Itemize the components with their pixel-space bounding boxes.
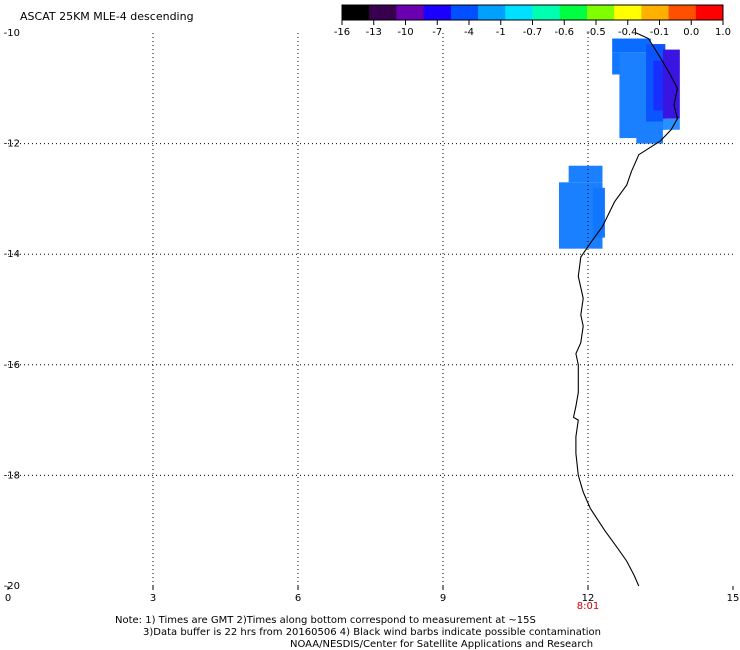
x-axis-tick-label: 3 [150,593,156,604]
colorbar-swatch [695,5,724,20]
colorbar-tick-label: -0.7 [523,27,543,38]
colorbar-tick-label: -7 [432,27,442,38]
figure-title: ASCAT 25KM MLE-4 descending [20,10,194,23]
note-line-1: Note: 1) Times are GMT 2)Times along bot… [115,615,536,626]
colorbar-swatch [614,5,642,20]
colorbar-swatch [478,5,506,20]
colorbar-tick-label: -4 [464,27,474,38]
map-plot: 0 3 6 9 12 15 -10 -12 -14 -16 -18 -20 8:01 [4,28,740,610]
colorbar-tick-label: 0.0 [683,27,699,38]
x-axis-tick-label: 15 [727,593,740,604]
colorbar-swatch [668,5,697,20]
colorbar-tick-label: -0.6 [554,27,574,38]
colorbar-tick-label: -13 [366,27,382,38]
time-label: 8:01 [577,601,599,610]
colorbar-swatch [423,5,452,20]
colorbar-swatch [450,5,479,20]
x-axis-tick-label: 9 [440,593,446,604]
colorbar-swatch [505,5,533,20]
colorbar-tick-label: -0.1 [650,27,670,38]
wind-data-cell [568,165,603,183]
y-axis-tick-label: -18 [4,470,20,481]
wind-data-cell [636,121,663,144]
note-line-3: NOAA/NESDIS/Center for Satellite Applica… [290,639,594,650]
colorbar-swatch [641,5,670,20]
colorbar-swatch [586,5,615,20]
colorbar-tick-label: -0.4 [618,27,638,38]
y-axis-tick-label: -16 [4,360,20,371]
colorbar-tick-label: 1.0 [715,27,731,38]
colorbar-swatch [532,5,561,20]
colorbar-swatch [559,5,588,20]
colorbar-swatch [396,5,425,20]
colorbar-tick-label: -1 [496,27,506,38]
wind-data-cell [592,187,605,238]
coastline [572,32,678,587]
y-axis-tick-label: -10 [4,28,20,39]
wind-data-cell [662,118,680,130]
x-axis-tick-label: 0 [5,593,11,604]
colorbar-tick-label: -10 [397,27,413,38]
y-axis-tick-label: -12 [4,139,20,150]
y-axis-tick-label: -20 [4,581,20,592]
wind-data-cell [662,49,680,119]
note-line-2: 3)Data buffer is 22 hrs from 20160506 4)… [143,627,601,638]
y-axis-tick-label: -14 [4,249,20,260]
x-axis-tick-label: 6 [295,593,301,604]
colorbar-tick-label: -16 [334,27,350,38]
colorbar-swatch [369,5,397,20]
wind-data-cell [612,38,651,53]
x-axis-tick-label: 12 [582,593,595,604]
colorbar-tick-label: -0.5 [586,27,606,38]
colorbar-swatch [342,5,370,20]
colorbar: -16 -13 -10 -7 -4 -1 -0.7 -0.6 -0.5 -0.4 -0.1 0.0 1.… [334,4,731,38]
